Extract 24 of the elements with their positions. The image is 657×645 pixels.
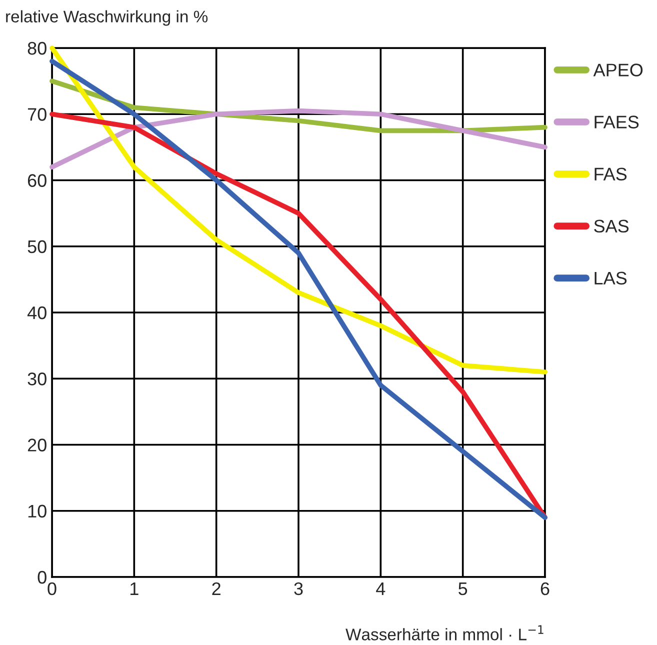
y-tick-label: 60	[28, 174, 46, 187]
legend-label: SAS	[594, 220, 629, 233]
x-tick-label: 3	[294, 582, 303, 596]
y-tick-label: 30	[28, 372, 46, 386]
y-tick-label: 70	[28, 108, 46, 121]
y-tick-label: 10	[28, 504, 46, 518]
x-tick-label: 2	[212, 582, 220, 595]
legend-label: LAS	[594, 272, 627, 285]
y-tick-label: 0	[38, 570, 46, 584]
y-tick-label: 20	[28, 438, 46, 452]
x-tick-label: 4	[376, 582, 386, 595]
x-tick-label: 0	[48, 582, 56, 596]
legend-label: APEO	[593, 64, 643, 76]
x-tick-label: 6	[540, 582, 550, 596]
y-tick-label: 40	[27, 306, 46, 320]
legend-label: FAES	[594, 116, 639, 128]
x-tick-label: 1	[130, 582, 138, 595]
line-series	[50, 108, 548, 170]
y-tick-label: 50	[28, 240, 46, 254]
y-tick-label: 80	[28, 42, 46, 55]
y-axis-title: relative Waschwirkung in %	[6, 10, 208, 26]
x-tick-label: 5	[458, 582, 468, 596]
x-axis-title: Wasserhärte in mmol · L$^{−1}$	[346, 625, 544, 640]
legend-label: FAS	[594, 168, 627, 180]
